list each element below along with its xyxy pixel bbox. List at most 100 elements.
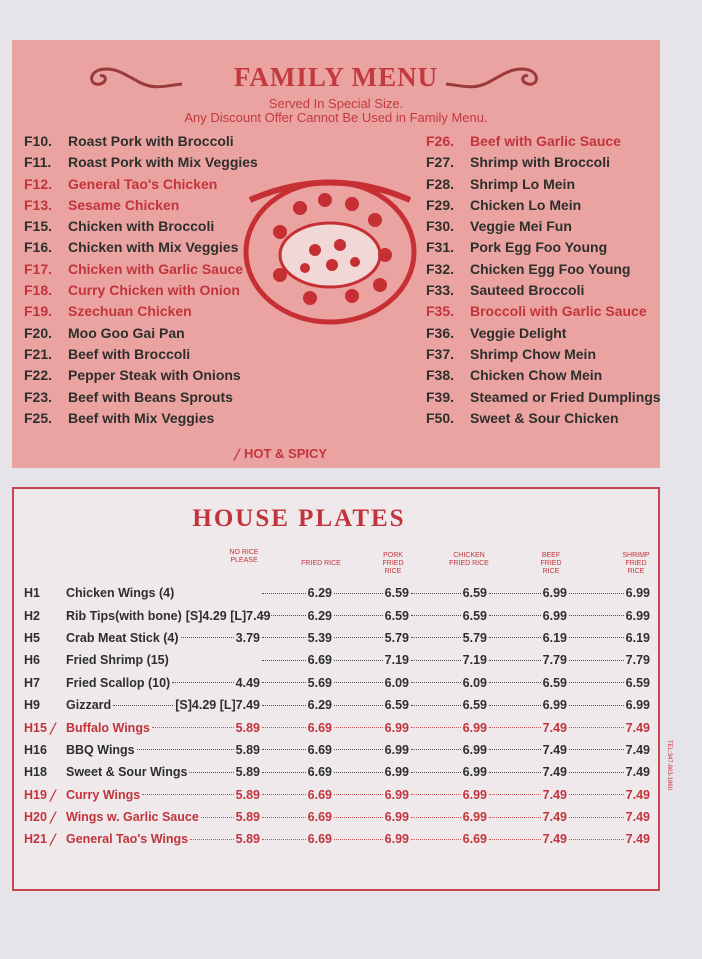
price: 6.59 — [384, 586, 409, 601]
dot-leader — [489, 704, 541, 706]
item-name: Moo Goo Gai Pan — [68, 324, 185, 341]
item-name: Roast Pork with Mix Veggies — [68, 154, 258, 171]
header-pork-fried-rice: PORK FRIED RICE — [382, 552, 404, 575]
dot-leader — [262, 771, 306, 773]
price-cell: 7.49 — [567, 832, 650, 846]
item-name-cell: Gizzard [S]4.29 [L]7.49 — [66, 698, 260, 712]
item-code: H19 — [24, 787, 47, 802]
dot-leader — [334, 794, 383, 796]
item-name-cell: Buffalo Wings 5.89 — [66, 721, 260, 735]
price-cell: 6.59 — [332, 586, 409, 600]
price-cell: 6.99 — [332, 810, 409, 824]
item-name: Broccoli with Garlic Sauce — [470, 303, 647, 320]
dot-leader — [113, 704, 174, 706]
item-name: Shrimp Chow Mein — [470, 345, 596, 362]
price-cell: 6.59 — [409, 586, 487, 600]
item-code-cell: H9 — [24, 698, 66, 712]
price: 6.59 — [625, 675, 650, 690]
menu-item: F50. Sweet & Sour Chicken — [426, 410, 661, 431]
dot-leader — [489, 749, 541, 751]
price-cell: 7.49 — [487, 743, 567, 757]
price: 6.69 — [462, 832, 487, 847]
price-cell: 6.99 — [487, 609, 567, 623]
price: 6.99 — [542, 698, 567, 713]
item-name: Shrimp with Broccoli — [470, 154, 611, 171]
price: 6.99 — [542, 608, 567, 623]
item-code: F28. — [426, 175, 455, 192]
item-name-cell: Fried Scallop (10) 4.49 — [66, 676, 260, 690]
item-code: F36. — [426, 324, 455, 341]
dot-leader — [172, 682, 234, 684]
price-cell: 5.79 — [332, 631, 409, 645]
dot-leader — [569, 615, 624, 617]
dot-leader — [411, 794, 461, 796]
price: 6.59 — [384, 698, 409, 713]
item-code: H21 — [24, 832, 47, 847]
item-code-cell: H2 — [24, 609, 66, 623]
item-code: F33. — [426, 282, 455, 299]
price-cell: 6.29 — [260, 698, 332, 712]
item-name: Fried Scallop (10) — [66, 675, 171, 690]
dot-leader — [334, 771, 383, 773]
price: 6.59 — [462, 698, 487, 713]
price-cell: 6.99 — [409, 788, 487, 802]
item-name: Buffalo Wings — [66, 720, 150, 735]
menu-item: F26. Beef with Garlic Sauce — [426, 133, 661, 154]
dot-leader — [569, 659, 624, 661]
price-cell: 7.19 — [409, 653, 487, 667]
item-name-cell: Sweet & Sour Wings 5.89 — [66, 765, 260, 779]
price: 7.79 — [542, 653, 567, 668]
price: 6.99 — [462, 810, 487, 825]
price-cell: 6.99 — [487, 586, 567, 600]
item-code: H6 — [24, 653, 40, 668]
table-row: H1 Chicken Wings (4) 6.29 6.59 6.59 6.99 6.99 — [24, 582, 650, 604]
dot-leader — [262, 682, 306, 684]
right-swirl-ornament — [445, 67, 538, 89]
item-code: F31. — [426, 239, 455, 256]
item-code: H5 — [24, 630, 40, 645]
item-name-cell: Rib Tips(with bone) [S]4.29 [L]7.49 — [66, 609, 271, 623]
price-cell: 6.59 — [332, 609, 409, 623]
item-code: F38. — [426, 367, 455, 384]
dot-leader — [569, 704, 624, 706]
menu-item: F16. Chicken with Mix Veggies — [24, 239, 258, 260]
menu-item: F23. Beef with Beans Sprouts — [24, 389, 258, 410]
price-cell: 6.99 — [409, 721, 487, 735]
item-name: Chicken Lo Mein — [470, 196, 582, 213]
menu-item: F18. Curry Chicken with Onion — [24, 282, 258, 303]
table-row: H2 Rib Tips(with bone) [S]4.29 [L]7.49 6.29… — [24, 604, 650, 626]
item-code: F13. — [24, 196, 53, 213]
price-cell: 6.19 — [487, 631, 567, 645]
dot-leader — [262, 637, 306, 639]
price: 6.69 — [307, 787, 332, 802]
dot-leader — [411, 816, 461, 818]
price: 7.49 — [625, 720, 650, 735]
dot-leader — [489, 637, 541, 639]
menu-item: F29. Chicken Lo Mein — [426, 197, 661, 218]
item-code: F32. — [426, 260, 455, 277]
price: 6.29 — [307, 586, 332, 601]
price: 6.19 — [542, 630, 567, 645]
price-cell: 7.49 — [487, 810, 567, 824]
dot-leader — [411, 682, 461, 684]
menu-item: F10. Roast Pork with Broccoli — [24, 133, 258, 154]
menu-item: F28. Shrimp Lo Mein — [426, 176, 661, 197]
price: 6.69 — [307, 720, 332, 735]
item-name: Veggie Delight — [470, 324, 567, 341]
price-cell: 6.69 — [260, 810, 332, 824]
price-cell: 6.69 — [260, 765, 332, 779]
price-cell: 7.49 — [487, 788, 567, 802]
price: 7.49 — [625, 832, 650, 847]
header-beef-fried-rice: BEEF FRIED RICE — [540, 552, 562, 575]
dot-leader — [411, 771, 461, 773]
price-cell: 7.79 — [567, 653, 650, 667]
dot-leader — [334, 615, 383, 617]
price: 6.29 — [307, 698, 332, 713]
price-cell: 5.69 — [260, 676, 332, 690]
dot-leader — [262, 749, 306, 751]
chili-icon: ╱ — [234, 450, 241, 461]
price-cell: 6.99 — [409, 765, 487, 779]
price: 7.49 — [542, 765, 567, 780]
menu-item: F17. Chicken with Garlic Sauce — [24, 261, 258, 282]
item-name-cell: BBQ Wings 5.89 — [66, 743, 260, 757]
